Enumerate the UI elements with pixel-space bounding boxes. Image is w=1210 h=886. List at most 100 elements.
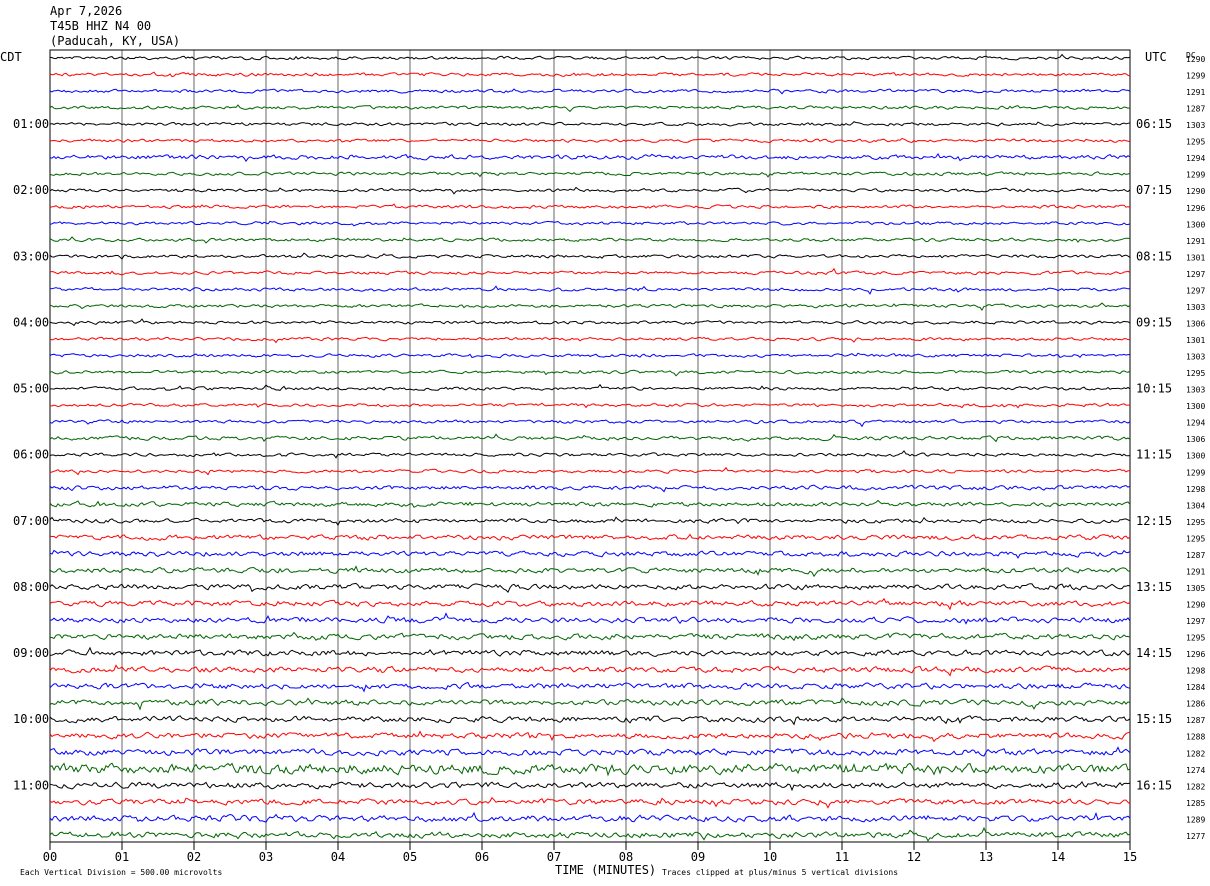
right-hour-label: 07:15 [1136, 183, 1172, 197]
x-tick-label: 10 [763, 850, 777, 864]
seismic-trace [49, 285, 1131, 295]
seismic-trace [49, 646, 1131, 657]
dc-offset-label: 1291 [1186, 237, 1205, 246]
seismic-trace [49, 71, 1131, 78]
dc-offset-label: 1288 [1186, 733, 1205, 742]
dc-offset-label: 1285 [1186, 799, 1205, 808]
dc-offset-label: 1297 [1186, 617, 1205, 626]
dc-offset-label: 1274 [1186, 766, 1205, 775]
dc-offset-label: 1290 [1186, 55, 1205, 64]
seismic-trace [49, 466, 1130, 476]
dc-offset-label: 1295 [1186, 369, 1205, 378]
dc-offset-label: 1295 [1186, 634, 1205, 643]
seismic-trace [49, 369, 1131, 377]
dc-offset-label: 1295 [1186, 518, 1205, 527]
right-hour-label: 10:15 [1136, 382, 1172, 396]
dc-offset-label: 1298 [1186, 485, 1205, 494]
dc-offset-label: 1294 [1186, 154, 1205, 163]
seismic-trace [49, 746, 1131, 757]
dc-offset-label: 1290 [1186, 600, 1205, 609]
right-hour-label: 15:15 [1136, 712, 1172, 726]
right-hour-label: 14:15 [1136, 646, 1172, 660]
dc-offset-label: 1296 [1186, 204, 1205, 213]
right-hour-label: 08:15 [1136, 249, 1172, 263]
dc-offset-label: 1299 [1186, 72, 1205, 81]
dc-offset-label: 1300 [1186, 452, 1205, 461]
date-label: Apr 7,2026 [50, 4, 123, 18]
seismic-trace [49, 484, 1131, 493]
right-hour-label: 09:15 [1136, 315, 1172, 329]
station-label: T45B HHZ N4 00 [50, 19, 152, 33]
seismic-trace [49, 88, 1131, 95]
dc-offset-label: 1287 [1186, 105, 1205, 114]
seismic-trace [49, 715, 1131, 726]
dc-offset-label: 1298 [1186, 667, 1205, 676]
seismic-trace [49, 762, 1131, 777]
dc-offset-label: 1282 [1186, 782, 1205, 791]
seismic-trace [49, 826, 1131, 842]
left-hour-label: 02:00 [13, 183, 49, 197]
left-hour-label: 08:00 [13, 580, 49, 594]
seismic-trace [49, 419, 1131, 428]
dc-column-header: DC [1186, 51, 1196, 60]
seismic-trace [49, 433, 1131, 443]
dc-offset-label: 1303 [1186, 121, 1205, 130]
dc-offset-label: 1289 [1186, 815, 1205, 824]
dc-offset-label: 1297 [1186, 270, 1205, 279]
seismic-trace [49, 796, 1131, 809]
dc-offset-label: 1284 [1186, 683, 1205, 692]
dc-offset-label: 1287 [1186, 551, 1205, 560]
x-tick-label: 01 [115, 850, 129, 864]
dc-offset-label: 1301 [1186, 336, 1205, 345]
seismic-trace [49, 582, 1131, 593]
seismic-trace [49, 730, 1131, 743]
left-hour-label: 05:00 [13, 382, 49, 396]
seismic-trace [49, 402, 1130, 409]
dc-offset-label: 1291 [1186, 567, 1205, 576]
seismic-trace [49, 318, 1131, 327]
x-tick-label: 03 [259, 850, 273, 864]
seismic-trace [49, 302, 1131, 312]
seismic-trace [49, 171, 1131, 178]
x-tick-label: 07 [547, 850, 561, 864]
seismic-trace [49, 450, 1131, 459]
seismic-trace [49, 664, 1131, 677]
seismic-trace [49, 499, 1131, 508]
seismic-trace [49, 104, 1131, 113]
seismic-trace [49, 336, 1131, 344]
seismic-trace [49, 631, 1131, 642]
left-hour-label: 07:00 [13, 514, 49, 528]
dc-offset-label: 1296 [1186, 650, 1205, 659]
dc-offset-label: 1291 [1186, 88, 1205, 97]
right-hour-label: 16:15 [1136, 778, 1172, 792]
dc-offset-label: 1295 [1186, 138, 1205, 147]
seismic-trace [49, 186, 1131, 195]
left-hour-label: 06:00 [13, 448, 49, 462]
right-hour-label: 11:15 [1136, 448, 1172, 462]
seismic-trace [49, 121, 1131, 127]
dc-offset-label: 1306 [1186, 435, 1205, 444]
dc-offset-label: 1305 [1186, 584, 1205, 593]
x-tick-label: 13 [979, 850, 993, 864]
dc-offset-label: 1306 [1186, 319, 1205, 328]
seismic-trace [49, 53, 1131, 61]
x-tick-label: 04 [331, 850, 345, 864]
location-label: (Paducah, KY, USA) [50, 34, 181, 48]
plot-frame [49, 49, 1131, 843]
seismic-trace [49, 252, 1131, 260]
x-tick-label: 05 [403, 850, 417, 864]
seismic-trace [49, 516, 1131, 526]
left-hour-label: 03:00 [13, 249, 49, 263]
seismic-trace [49, 811, 1131, 823]
seismic-trace [49, 565, 1131, 578]
x-tick-label: 11 [835, 850, 849, 864]
dc-offset-label: 1303 [1186, 353, 1205, 362]
left-hour-label: 11:00 [13, 778, 49, 792]
x-tick-label: 06 [475, 850, 489, 864]
x-axis-label: TIME (MINUTES) [555, 863, 656, 877]
right-timezone-label: UTC [1145, 50, 1167, 64]
right-hour-label: 06:15 [1136, 117, 1172, 131]
dc-offset-label: 1277 [1186, 832, 1205, 841]
x-tick-label: 14 [1051, 850, 1065, 864]
